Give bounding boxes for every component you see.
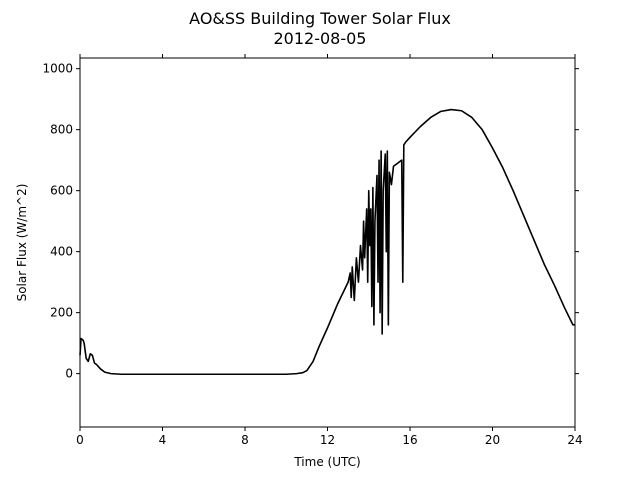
x-tick-label: 12 bbox=[320, 433, 335, 447]
data-line bbox=[79, 108, 575, 376]
y-tick-label: 200 bbox=[50, 306, 73, 320]
y-tick-label: 800 bbox=[50, 123, 73, 137]
y-tick-label: 1000 bbox=[42, 62, 73, 76]
x-tick-label: 24 bbox=[567, 433, 582, 447]
y-tick-label: 600 bbox=[50, 184, 73, 198]
y-tick-label: 400 bbox=[50, 245, 73, 259]
plot-frame bbox=[79, 57, 576, 428]
chart-title: AO&SS Building Tower Solar Flux bbox=[189, 9, 451, 28]
y-tick-label: 0 bbox=[65, 367, 73, 381]
x-tick-label: 4 bbox=[159, 433, 167, 447]
chart-subtitle: 2012-08-05 bbox=[274, 29, 367, 48]
x-tick-label: 0 bbox=[76, 433, 84, 447]
x-tick-label: 20 bbox=[485, 433, 500, 447]
x-tick-label: 8 bbox=[241, 433, 249, 447]
x-tick-label: 16 bbox=[402, 433, 417, 447]
x-axis-label: Time (UTC) bbox=[293, 455, 360, 469]
y-axis-label: Solar Flux (W/m^2) bbox=[15, 184, 29, 302]
